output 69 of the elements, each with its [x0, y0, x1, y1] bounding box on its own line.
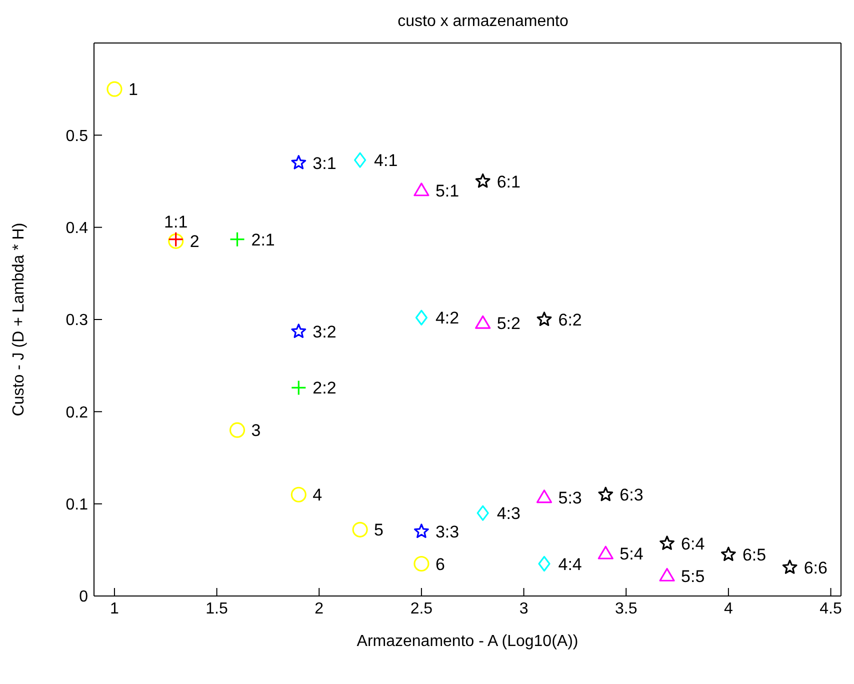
annotation: 4:3 [496, 504, 520, 524]
point [659, 568, 675, 582]
y-tick-label: 0.4 [66, 220, 88, 238]
annotation: 4:2 [435, 308, 460, 328]
annotation: 1:1 [164, 212, 188, 232]
point [475, 173, 490, 188]
point [475, 315, 491, 329]
point [415, 310, 428, 326]
annotation: 1 [128, 80, 138, 100]
point [538, 556, 550, 572]
point [660, 536, 674, 550]
point [598, 486, 614, 502]
annotation: 5:1 [435, 182, 460, 200]
annotation: 5:4 [620, 544, 644, 564]
point [476, 505, 489, 521]
y-axis-title: Custo - J (D + Lambda * H) [10, 222, 28, 416]
annotation: 6:2 [558, 310, 582, 330]
annotation: 4:4 [558, 554, 582, 574]
point [229, 232, 246, 248]
x-tick-label: 1 [110, 600, 120, 618]
x-tick-label: 1.5 [206, 600, 228, 618]
point [354, 152, 366, 168]
point [414, 524, 429, 538]
annotation: 2:2 [312, 378, 336, 398]
x-tick-label: 4.5 [820, 600, 842, 618]
y-tick-label: 0.1 [66, 496, 88, 514]
annotation: 4 [312, 486, 322, 505]
annotation: 4:1 [374, 151, 398, 170]
chart-title: custo x armazenamento [398, 13, 568, 30]
annotation: 3:3 [435, 522, 460, 542]
annotation: 6:3 [620, 486, 644, 505]
y-tick-label: 0.3 [66, 312, 88, 330]
annotation: 6:4 [681, 534, 705, 554]
annotation: 6:6 [804, 558, 828, 578]
point [536, 312, 552, 326]
x-axis-title: Armazenamento - A (Log10(A)) [356, 633, 578, 650]
point [720, 546, 736, 561]
annotation: 3:1 [312, 154, 336, 173]
annotation: 5 [374, 520, 384, 540]
annotation: 5:2 [496, 314, 520, 334]
point [782, 560, 798, 574]
annotation: 2 [190, 232, 200, 252]
x-tick-label: 3 [519, 600, 528, 618]
annotation: 6 [435, 554, 445, 574]
annotation: 6:5 [742, 546, 766, 565]
annotation: 5:3 [558, 488, 582, 508]
point [291, 155, 306, 170]
point [598, 546, 614, 560]
point [352, 522, 368, 538]
point [536, 490, 552, 504]
y-tick-label: 0 [79, 588, 88, 606]
point [290, 380, 306, 396]
annotation: 6:1 [496, 172, 520, 192]
annotation: 5:5 [681, 566, 705, 586]
point [290, 486, 306, 502]
y-tick-label: 0.2 [66, 404, 88, 422]
point [414, 556, 430, 572]
x-tick-label: 2 [314, 600, 324, 618]
x-tick-label: 2.5 [410, 600, 433, 618]
point [106, 81, 122, 97]
point [229, 422, 246, 438]
y-tick-label: 0.5 [66, 128, 88, 145]
annotation: 2:1 [251, 230, 275, 250]
point [291, 324, 306, 338]
annotation: 3:2 [312, 322, 336, 342]
x-tick-label: 4 [724, 600, 733, 618]
point [414, 182, 430, 196]
x-tick-label: 3.5 [614, 600, 638, 618]
annotation: 3 [251, 421, 261, 440]
